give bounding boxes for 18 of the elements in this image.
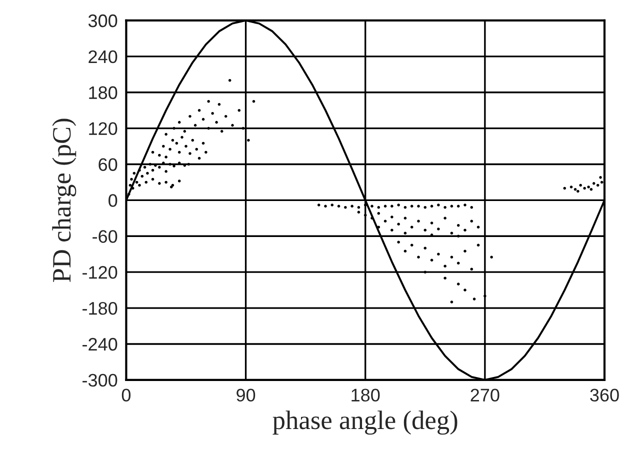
x-axis-title: phase angle (deg) [272,410,458,435]
y-tick-label: 120 [89,122,118,136]
y-tick-label: -300 [82,374,118,387]
x-tick-label: 360 [590,388,619,402]
x-tick-label: 0 [122,388,131,402]
x-tick-label: 90 [236,388,256,402]
y-tick-label: 180 [89,86,118,100]
y-tick-label: 0 [108,194,118,207]
y-tick-label: -180 [82,302,118,315]
y-tick-label: -60 [92,230,118,243]
y-tick-label: -240 [82,338,118,351]
y-tick-label: 60 [98,158,118,171]
y-tick-label: 240 [88,50,118,64]
x-tick-label: 270 [470,388,500,402]
x-tick-label: 180 [352,388,380,402]
y-tick-label: -120 [82,266,118,279]
y-tick-label: 300 [88,14,118,28]
y-axis-title: PD charge (pC) [52,118,76,282]
